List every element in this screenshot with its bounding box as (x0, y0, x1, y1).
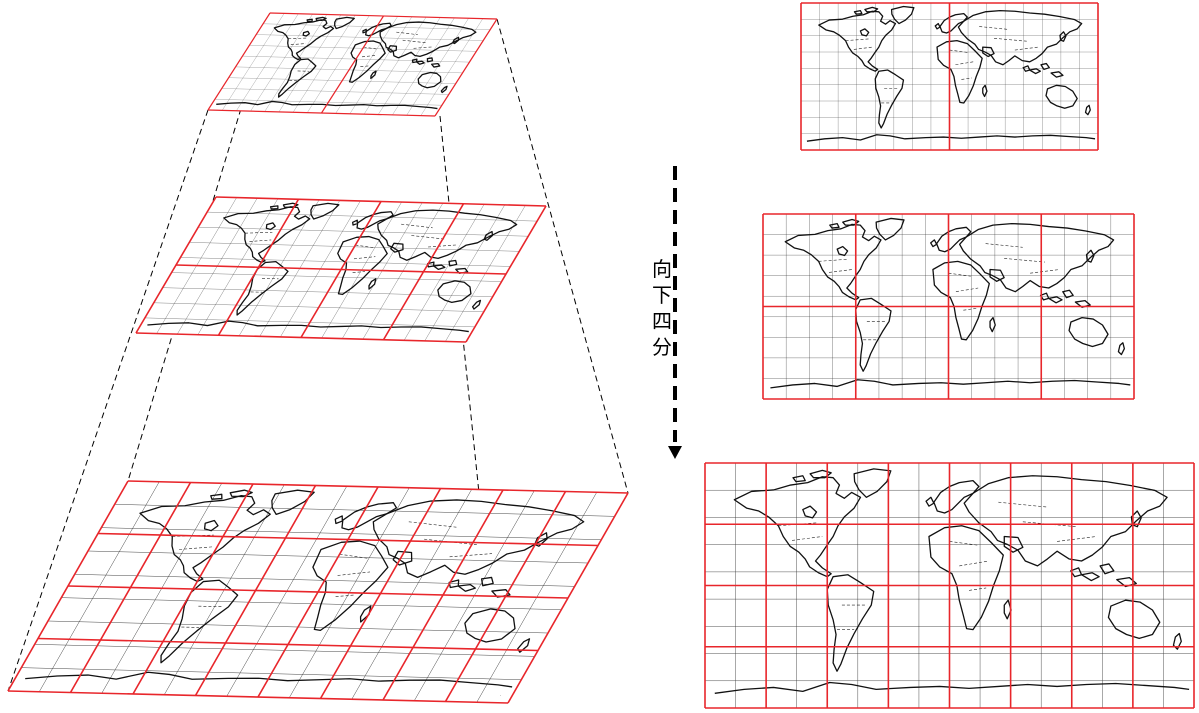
tile-pyramid (8, 12, 628, 704)
tile-border-horizontal (68, 586, 568, 598)
arrow-label-char-3: 分 (652, 335, 672, 359)
pyramid-level-2 (8, 480, 628, 704)
tile-border-vertical (208, 13, 270, 110)
tile-border-horizontal (136, 333, 466, 342)
flat-map-level-0 (801, 3, 1098, 150)
arrow-label: 向 下 四 分 (652, 257, 672, 359)
tile-border-horizontal (38, 639, 538, 651)
pyramid-level-1 (136, 196, 546, 344)
tile-border-horizontal (128, 481, 628, 493)
dashed-down-arrow-icon (668, 166, 682, 459)
tile-border-horizontal (270, 13, 497, 19)
tile-border-horizontal (98, 534, 598, 546)
tile-border-horizontal (208, 110, 435, 116)
frustum-edge-left-front (7, 109, 209, 692)
tile-border-vertical (322, 16, 384, 113)
arrow-label-char-0: 向 (652, 257, 672, 281)
frustum-edge-right-back (496, 18, 629, 494)
tile-border-horizontal (216, 197, 546, 206)
pyramid-level-0 (207, 12, 498, 117)
tile-border-horizontal (176, 265, 506, 274)
tile-border-vertical (466, 206, 546, 342)
arrow-label-char-1: 下 (652, 283, 672, 307)
flat-map-level-2 (705, 463, 1194, 708)
flat-tile-maps (705, 3, 1194, 708)
tile-border-horizontal (8, 691, 508, 703)
arrow-label-char-2: 四 (652, 309, 672, 333)
flat-map-level-1 (763, 214, 1134, 399)
tile-border-vertical (435, 19, 497, 116)
